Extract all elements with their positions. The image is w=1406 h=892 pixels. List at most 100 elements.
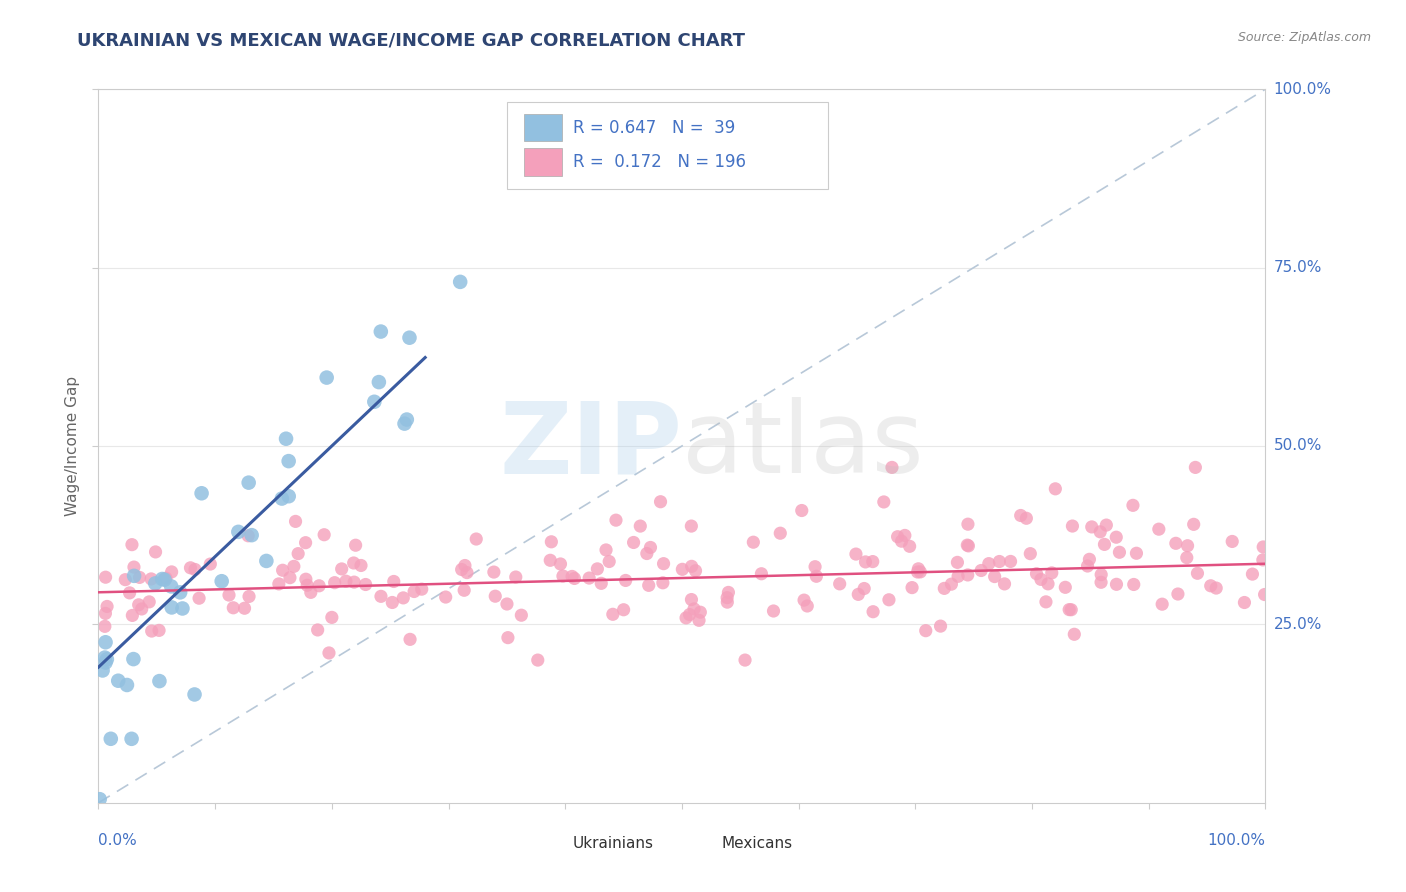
Point [370,590,392,604]
Point [115,678,138,692]
Point [1078,552,1101,566]
Text: 50.0%: 50.0% [1274,439,1322,453]
Point [394,417,416,431]
Point [873,495,896,509]
Point [335,574,357,589]
Text: Source: ZipAtlas.com: Source: ZipAtlas.com [1237,31,1371,45]
Point [1090,575,1112,590]
Point [270,491,292,506]
Point [299,585,322,599]
Text: 75.0%: 75.0% [1274,260,1322,275]
Point [395,412,418,426]
Point [330,562,353,576]
Point [315,370,337,384]
Point [131,602,153,616]
Point [172,601,194,615]
Point [179,561,201,575]
Point [941,577,963,591]
Point [465,532,488,546]
Point [716,595,738,609]
Point [1029,573,1052,587]
Point [689,605,711,619]
Point [1063,627,1085,641]
Point [496,631,519,645]
Point [277,454,299,468]
Point [238,475,260,490]
Point [278,571,301,585]
Point [94,619,117,633]
Point [1220,534,1243,549]
Point [456,566,478,580]
Point [946,569,969,583]
Point [1187,566,1209,581]
Point [561,569,583,583]
Point [636,547,658,561]
Point [1152,597,1174,611]
Point [623,535,645,549]
Point [956,538,979,552]
Point [505,570,527,584]
Point [1090,524,1112,539]
Point [449,275,471,289]
Point [853,582,876,596]
Point [363,394,385,409]
Text: R = 0.647   N =  39: R = 0.647 N = 39 [574,119,735,136]
Point [846,587,869,601]
Point [122,560,145,574]
Point [1199,579,1222,593]
Point [614,574,637,588]
Point [993,577,1015,591]
Text: R =  0.172   N = 196: R = 0.172 N = 196 [574,153,747,171]
Point [188,591,211,606]
Point [122,569,145,583]
Point [148,674,170,689]
Point [295,578,318,592]
Point [894,528,917,542]
Point [404,584,426,599]
Point [540,534,562,549]
Point [343,556,366,570]
Point [1251,540,1274,554]
Point [640,541,662,555]
Point [578,571,600,585]
Point [688,613,710,627]
Point [160,579,183,593]
Point [914,624,936,638]
Point [1167,587,1189,601]
Point [318,646,340,660]
Point [240,528,263,542]
Point [1035,595,1057,609]
Point [1025,566,1047,581]
Point [591,576,613,591]
Point [734,653,756,667]
Point [886,530,908,544]
Point [277,489,299,503]
Point [91,664,114,678]
Point [148,624,170,638]
Point [651,575,673,590]
Point [602,607,624,622]
Point [934,582,956,596]
Point [1175,550,1198,565]
Point [845,547,868,561]
Point [399,632,422,647]
Point [238,590,260,604]
Point [453,583,475,598]
Point [354,577,377,591]
Point [118,586,141,600]
Point [155,571,177,585]
Point [538,553,561,567]
Point [94,607,117,621]
Point [957,539,980,553]
Point [880,460,903,475]
Text: atlas: atlas [682,398,924,494]
Point [1233,595,1256,609]
Point [790,503,813,517]
Point [314,527,336,541]
Point [762,604,785,618]
Point [605,513,627,527]
Point [1040,566,1063,580]
Point [367,375,389,389]
Point [94,656,117,670]
Point [287,547,309,561]
